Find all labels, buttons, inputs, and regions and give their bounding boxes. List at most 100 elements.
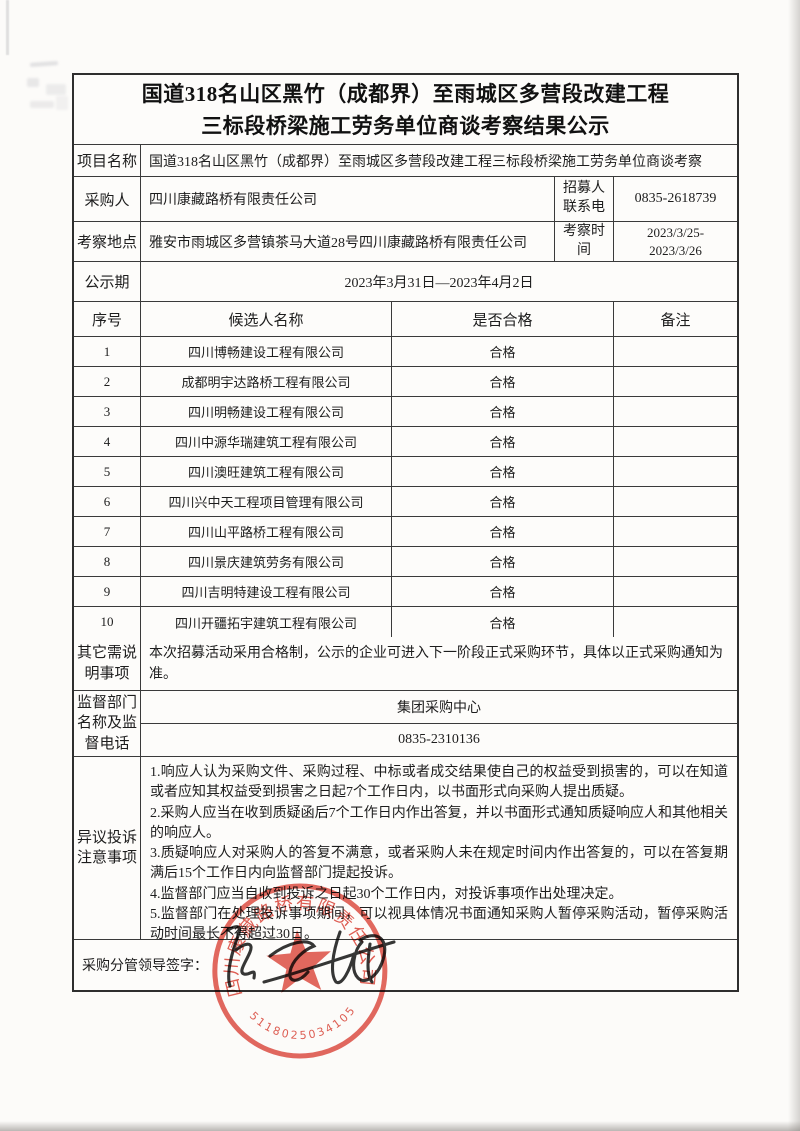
complaint-item-1: 1.响应人认为采购文件、采购过程、中标或者成交结果使自己的权益受到损害的，可以在… (150, 765, 728, 801)
candidate-qualified: 合格 (392, 397, 614, 426)
candidate-remark (614, 397, 737, 426)
publicity-period-row: 公示期 2023年3月31日—2023年4月2日 (74, 262, 737, 302)
candidate-name: 四川明畅建设工程有限公司 (141, 397, 392, 426)
document-title: 国道318名山区黑竹（成都界）至雨城区多营段改建工程 三标段桥梁施工劳务单位商谈… (74, 78, 737, 142)
inspection-location-row: 考察地点 雅安市雨城区多营镇茶马大道28号四川康藏路桥有限责任公司 考察时 间 … (74, 222, 737, 262)
table-row: 1 四川博畅建设工程有限公司 合格 (74, 337, 737, 367)
location-value: 雅安市雨城区多营镇茶马大道28号四川康藏路桥有限责任公司 (141, 222, 555, 261)
header-remark: 备注 (660, 312, 691, 329)
header-qualified: 是否合格 (392, 302, 614, 336)
candidate-index: 3 (74, 397, 141, 426)
complaint-content: 1.响应人认为采购文件、采购过程、中标或者成交结果使自己的权益受到损害的，可以在… (141, 757, 737, 939)
candidate-qualified: 合格 (392, 577, 614, 606)
candidate-remark (614, 367, 737, 396)
table-row: 9 四川吉明特建设工程有限公司 合格 (74, 577, 737, 607)
supervisor-department: 集团采购中心 (141, 691, 737, 724)
candidate-index: 8 (74, 547, 141, 576)
paper-edge-shadow-bottom (0, 1121, 800, 1131)
candidate-index: 4 (74, 427, 141, 456)
candidate-remark (614, 487, 737, 516)
buyer-value: 四川康藏路桥有限责任公司 (141, 177, 555, 221)
recruiter-contact-label: 招募人 联系电 (555, 177, 614, 221)
complaint-item-2: 2.采购人应当在收到质疑函后7个工作日内作出答复，并以书面形式通知质疑响应人和其… (150, 805, 728, 841)
candidate-qualified: 合格 (392, 547, 614, 576)
publicity-value: 2023年3月31日—2023年4月2日 (344, 275, 534, 291)
visit-time-label: 考察时 间 (555, 222, 614, 261)
complaint-item-4: 4.监督部门应当自收到投诉之日起30个工作日内，对投诉事项作出处理决定。 (150, 886, 623, 902)
complaint-row: 异议投诉 注意事项 1.响应人认为采购文件、采购过程、中标或者成交结果使自己的权… (74, 757, 737, 940)
complaint-item-5: 5.监督部门在处理投诉事项期间，可以视具体情况书面通知采购人暂停采购活动，暂停采… (150, 907, 728, 939)
signature-label: 采购分管领导签字： (82, 959, 208, 974)
candidate-index: 6 (74, 487, 141, 516)
table-row: 6 四川兴中天工程项目管理有限公司 合格 (74, 487, 737, 517)
candidate-list: 1 四川博畅建设工程有限公司 合格 2 成都明宇达路桥工程有限公司 合格 3 四… (74, 337, 737, 637)
candidate-remark (614, 547, 737, 576)
header-candidate: 候选人名称 (141, 302, 392, 336)
candidate-remark (614, 607, 737, 637)
recruiter-phone: 0835-2618739 (634, 191, 717, 206)
project-name-row: 项目名称 国道318名山区黑竹（成都界）至雨城区多营段改建工程三标段桥梁施工劳务… (74, 145, 737, 177)
buyer-row: 采购人 四川康藏路桥有限责任公司 招募人 联系电 0835-2618739 (74, 177, 737, 222)
candidate-remark (614, 457, 737, 486)
table-row: 5 四川澳旺建筑工程有限公司 合格 (74, 457, 737, 487)
signature-row: 采购分管领导签字： (74, 940, 737, 990)
candidate-name: 四川山平路桥工程有限公司 (141, 517, 392, 546)
candidate-qualified: 合格 (392, 487, 614, 516)
candidate-name: 四川澳旺建筑工程有限公司 (141, 457, 392, 486)
other-notes-row: 其它需说 明事项 本次招募活动采用合格制，公示的企业可进入下一阶段正式采购环节，… (74, 637, 737, 691)
candidate-remark (614, 517, 737, 546)
title-line-1: 国道318名山区黑竹（成都界）至雨城区多营段改建工程 (141, 81, 670, 106)
publicity-label: 公示期 (74, 262, 141, 301)
table-row: 2 成都明宇达路桥工程有限公司 合格 (74, 367, 737, 397)
supervisor-values: 集团采购中心 0835-2310136 (141, 691, 737, 756)
candidate-index: 2 (74, 367, 141, 396)
pencil-smudge (56, 96, 68, 110)
supervisor-row: 监督部门 名称及监 督电话 集团采购中心 0835-2310136 (74, 691, 737, 757)
supervisor-phone: 0835-2310136 (398, 732, 480, 747)
candidate-name: 四川博畅建设工程有限公司 (141, 337, 392, 366)
candidate-index: 5 (74, 457, 141, 486)
pencil-smudge (30, 101, 54, 108)
candidate-name: 四川开疆拓宇建筑工程有限公司 (141, 607, 392, 637)
candidate-name: 四川中源华瑞建筑工程有限公司 (141, 427, 392, 456)
supervisor-label: 监督部门 名称及监 督电话 (74, 691, 141, 756)
buyer-label: 采购人 (74, 177, 141, 221)
table-row: 8 四川景庆建筑劳务有限公司 合格 (74, 547, 737, 577)
candidate-qualified: 合格 (392, 337, 614, 366)
candidate-remark (614, 427, 737, 456)
project-name-label: 项目名称 (74, 145, 141, 176)
candidate-qualified: 合格 (392, 457, 614, 486)
candidate-qualified: 合格 (392, 427, 614, 456)
candidate-index: 7 (74, 517, 141, 546)
table-header-row: 序号 候选人名称 是否合格 备注 (74, 302, 737, 337)
candidate-index: 9 (74, 577, 141, 606)
other-notes-label: 其它需说 明事项 (74, 637, 141, 690)
candidate-qualified: 合格 (392, 607, 614, 637)
candidate-qualified: 合格 (392, 367, 614, 396)
complaint-items: 1.响应人认为采购文件、采购过程、中标或者成交结果使自己的权益受到损害的，可以在… (141, 757, 737, 939)
table-row: 4 四川中源华瑞建筑工程有限公司 合格 (74, 427, 737, 457)
candidate-remark (614, 577, 737, 606)
pencil-smudge (46, 84, 66, 95)
pencil-smudge (27, 78, 39, 87)
candidate-name: 成都明宇达路桥工程有限公司 (141, 367, 392, 396)
title-row: 国道318名山区黑竹（成都界）至雨城区多营段改建工程 三标段桥梁施工劳务单位商谈… (74, 75, 737, 145)
candidate-name: 四川景庆建筑劳务有限公司 (141, 547, 392, 576)
candidate-index: 10 (74, 607, 141, 637)
complaint-label: 异议投诉 注意事项 (74, 757, 141, 939)
candidate-name: 四川吉明特建设工程有限公司 (141, 577, 392, 606)
paper-edge-shadow-right (788, 0, 800, 1131)
header-index: 序号 (74, 302, 141, 336)
table-row: 10 四川开疆拓宇建筑工程有限公司 合格 (74, 607, 737, 637)
scan-edge-artifact (6, 0, 9, 55)
pencil-smudge (29, 61, 59, 67)
candidate-name: 四川兴中天工程项目管理有限公司 (141, 487, 392, 516)
table-row: 3 四川明畅建设工程有限公司 合格 (74, 397, 737, 427)
table-row: 7 四川山平路桥工程有限公司 合格 (74, 517, 737, 547)
candidate-remark (614, 337, 737, 366)
other-notes-content: 本次招募活动采用合格制，公示的企业可进入下一阶段正式采购环节，具体以正式采购通知… (149, 645, 723, 682)
project-name-value: 国道318名山区黑竹（成都界）至雨城区多营段改建工程三标段桥梁施工劳务单位商谈考… (149, 154, 702, 170)
visit-time-value: 2023/3/25- 2023/3/26 (646, 224, 705, 258)
location-label: 考察地点 (74, 222, 141, 261)
